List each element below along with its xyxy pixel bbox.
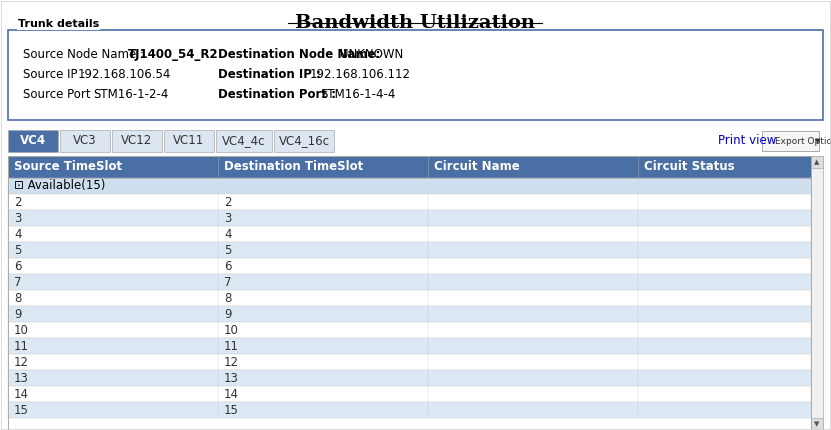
Text: 15: 15 [14, 403, 29, 417]
Text: VC11: VC11 [174, 135, 204, 147]
Text: 3: 3 [224, 212, 231, 224]
Text: 15: 15 [224, 403, 238, 417]
Bar [60, 130, 110, 152]
Text: 10: 10 [224, 323, 238, 337]
Text: 11: 11 [14, 340, 29, 353]
Bar [8, 178, 811, 194]
Text: Source IP :: Source IP : [23, 68, 89, 81]
Bar [164, 130, 214, 152]
Text: 9: 9 [224, 307, 232, 320]
Text: 11: 11 [224, 340, 239, 353]
Text: VC4: VC4 [20, 135, 46, 147]
Text: STM16-1-2-4: STM16-1-2-4 [93, 88, 169, 101]
Bar [8, 338, 811, 354]
Text: Bandwidth Utilization: Bandwidth Utilization [295, 14, 535, 32]
Text: 8: 8 [224, 292, 231, 304]
Text: 13: 13 [224, 372, 238, 384]
Bar [8, 402, 811, 418]
Text: VC4_16c: VC4_16c [278, 135, 330, 147]
Text: 2: 2 [14, 196, 22, 209]
Bar [8, 370, 811, 386]
Text: ▼: ▼ [814, 421, 819, 427]
Text: 192.168.106.54: 192.168.106.54 [78, 68, 171, 81]
Text: 7: 7 [14, 276, 22, 289]
Text: ▲: ▲ [814, 159, 819, 165]
Bar [8, 156, 811, 178]
Text: ⊡ Available(15): ⊡ Available(15) [14, 179, 106, 193]
Bar [216, 130, 272, 152]
Bar [8, 274, 811, 290]
Bar [112, 130, 162, 152]
Bar [8, 258, 811, 274]
Text: Print view: Print view [718, 135, 776, 147]
Bar [8, 306, 811, 322]
Text: 14: 14 [224, 387, 239, 400]
Bar [8, 210, 811, 226]
Bar [8, 322, 811, 338]
Bar [8, 226, 811, 242]
Text: 4: 4 [14, 227, 22, 240]
Text: 6: 6 [224, 259, 232, 273]
Text: 10: 10 [14, 323, 29, 337]
Text: Source Node Name :: Source Node Name : [23, 48, 148, 61]
Text: 5: 5 [224, 243, 231, 257]
Text: 9: 9 [14, 307, 22, 320]
Bar [8, 130, 58, 152]
Text: 12: 12 [224, 356, 239, 369]
Bar [8, 290, 811, 306]
Text: 7: 7 [224, 276, 232, 289]
Bar [8, 30, 823, 120]
Text: Source TimeSlot: Source TimeSlot [14, 160, 122, 173]
Text: 3: 3 [14, 212, 22, 224]
Text: Destination TimeSlot: Destination TimeSlot [224, 160, 363, 173]
Bar [811, 156, 823, 430]
Bar [811, 418, 823, 430]
Text: Source Port :: Source Port : [23, 88, 102, 101]
Text: 192.168.106.112: 192.168.106.112 [310, 68, 411, 81]
Text: 5: 5 [14, 243, 22, 257]
Text: Trunk details: Trunk details [18, 19, 99, 29]
Bar [762, 131, 819, 151]
Bar [8, 242, 811, 258]
Text: TJ1400_54_R2: TJ1400_54_R2 [128, 48, 219, 61]
Text: 4: 4 [224, 227, 232, 240]
Text: Destination Port :: Destination Port : [218, 88, 340, 101]
Text: Circuit Status: Circuit Status [644, 160, 735, 173]
Text: 13: 13 [14, 372, 29, 384]
Text: 8: 8 [14, 292, 22, 304]
Bar [8, 156, 811, 430]
Text: Circuit Name: Circuit Name [434, 160, 519, 173]
Text: 2: 2 [224, 196, 232, 209]
Text: STM16-1-4-4: STM16-1-4-4 [320, 88, 396, 101]
Text: VC3: VC3 [73, 135, 97, 147]
Text: Destination Node Name:: Destination Node Name: [218, 48, 385, 61]
Text: UNKNOWN: UNKNOWN [340, 48, 403, 61]
Text: ▼: ▼ [815, 138, 820, 144]
Bar [8, 194, 811, 210]
Text: 12: 12 [14, 356, 29, 369]
Bar [8, 418, 811, 430]
Bar [811, 156, 823, 168]
Text: 14: 14 [14, 387, 29, 400]
Bar [8, 156, 811, 178]
Text: VC12: VC12 [121, 135, 153, 147]
Text: Export Option: Export Option [775, 136, 831, 145]
Bar [8, 386, 811, 402]
Text: Destination IP :: Destination IP : [218, 68, 325, 81]
Text: VC4_4c: VC4_4c [222, 135, 266, 147]
Bar [8, 354, 811, 370]
Bar [274, 130, 334, 152]
Text: 6: 6 [14, 259, 22, 273]
